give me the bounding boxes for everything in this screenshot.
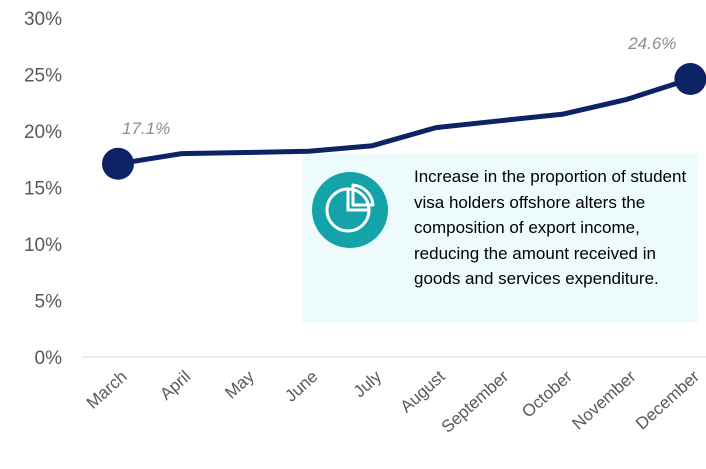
y-tick-label: 30% bbox=[24, 9, 62, 30]
y-tick-label: 0% bbox=[35, 348, 63, 369]
x-tick-label: December bbox=[632, 367, 703, 434]
data-label: 17.1% bbox=[122, 119, 170, 138]
x-tick-label: July bbox=[350, 367, 386, 402]
series-line bbox=[117, 76, 692, 167]
x-tick-label: October bbox=[518, 367, 576, 422]
annotation-callout: Increase in the proportion of student vi… bbox=[302, 154, 698, 323]
x-tick-label: May bbox=[221, 367, 258, 403]
x-tick-label: September bbox=[438, 367, 513, 437]
y-tick-label: 15% bbox=[24, 179, 62, 200]
x-tick-label: April bbox=[156, 367, 194, 404]
data-point-marker bbox=[674, 63, 706, 96]
y-tick-label: 5% bbox=[35, 292, 63, 313]
x-tick-label: August bbox=[397, 367, 449, 417]
y-tick-label: 10% bbox=[24, 235, 62, 256]
x-tick-label: November bbox=[568, 367, 639, 434]
data-labels: 17.1% 24.6% bbox=[122, 34, 676, 138]
annotation-text: Increase in the proportion of student vi… bbox=[414, 167, 687, 288]
data-label: 24.6% bbox=[627, 34, 676, 53]
y-tick-label: 25% bbox=[24, 66, 62, 87]
series-markers bbox=[102, 63, 706, 180]
y-axis-ticks: 0% 5% 10% 15% 20% 25% 30% bbox=[24, 9, 62, 369]
pie-chart-icon bbox=[312, 172, 388, 248]
x-tick-label: June bbox=[281, 367, 321, 406]
y-tick-label: 20% bbox=[24, 122, 62, 143]
x-tick-label: March bbox=[83, 367, 131, 413]
data-point-marker bbox=[102, 147, 134, 180]
